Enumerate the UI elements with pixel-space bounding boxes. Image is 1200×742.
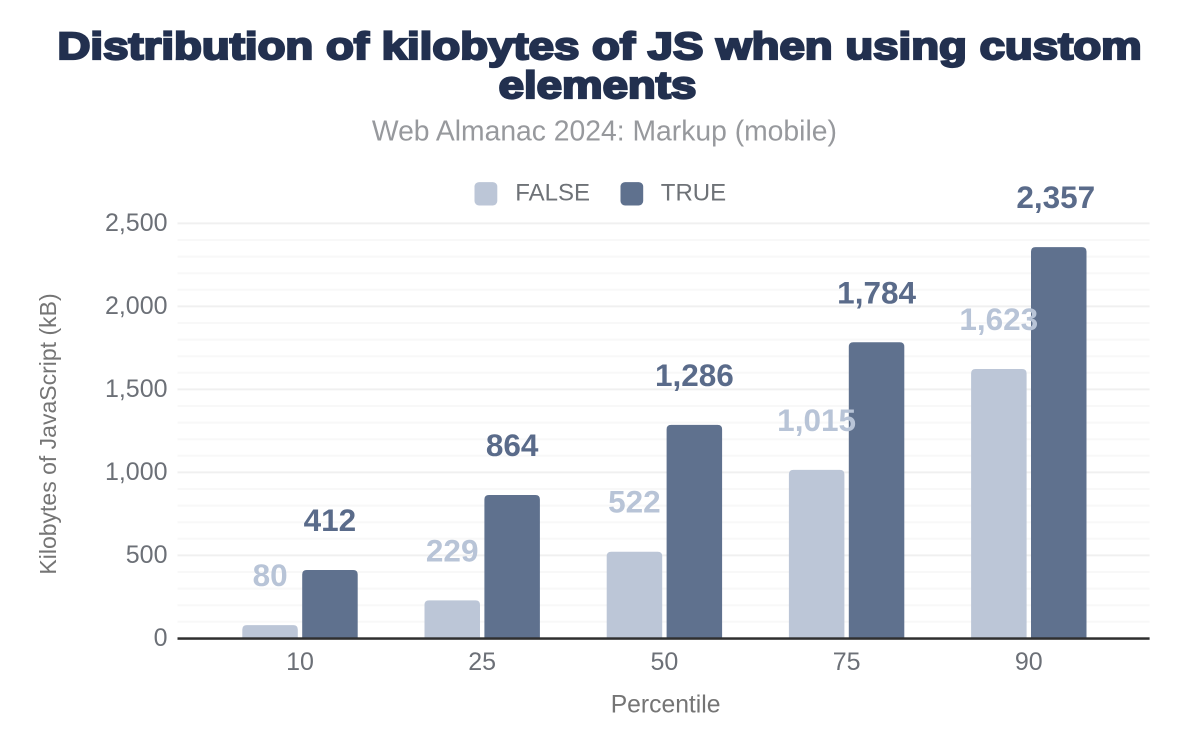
svg-text:25: 25 <box>468 648 496 676</box>
svg-text:Web Almanac 2024: Markup (mobi: Web Almanac 2024: Markup (mobile) <box>372 115 837 147</box>
svg-text:412: 412 <box>304 502 357 538</box>
svg-text:2,357: 2,357 <box>1016 179 1095 215</box>
svg-text:FALSE: FALSE <box>515 180 590 207</box>
svg-text:90: 90 <box>1015 648 1043 676</box>
svg-text:Distribution of kilobytes of J: Distribution of kilobytes of JS when usi… <box>57 24 1141 67</box>
svg-text:2,000: 2,000 <box>105 292 168 320</box>
svg-text:1,623: 1,623 <box>959 301 1038 337</box>
svg-text:1,015: 1,015 <box>777 402 856 438</box>
svg-text:1,000: 1,000 <box>105 458 168 486</box>
svg-text:80: 80 <box>253 557 288 593</box>
svg-text:500: 500 <box>126 541 168 569</box>
svg-text:elements: elements <box>499 64 697 107</box>
svg-text:2,500: 2,500 <box>105 209 168 237</box>
svg-text:864: 864 <box>486 427 539 463</box>
svg-text:1,784: 1,784 <box>837 274 916 310</box>
svg-text:Percentile: Percentile <box>611 692 721 719</box>
svg-text:1,286: 1,286 <box>655 357 734 393</box>
svg-text:10: 10 <box>286 648 314 676</box>
svg-text:229: 229 <box>426 532 479 568</box>
svg-text:522: 522 <box>608 484 661 520</box>
svg-text:50: 50 <box>650 648 678 676</box>
svg-text:TRUE: TRUE <box>661 180 726 207</box>
svg-text:0: 0 <box>154 624 168 652</box>
svg-text:75: 75 <box>833 648 861 676</box>
svg-text:Kilobytes of JavaScript (kB): Kilobytes of JavaScript (kB) <box>35 293 61 574</box>
svg-text:1,500: 1,500 <box>105 375 168 403</box>
